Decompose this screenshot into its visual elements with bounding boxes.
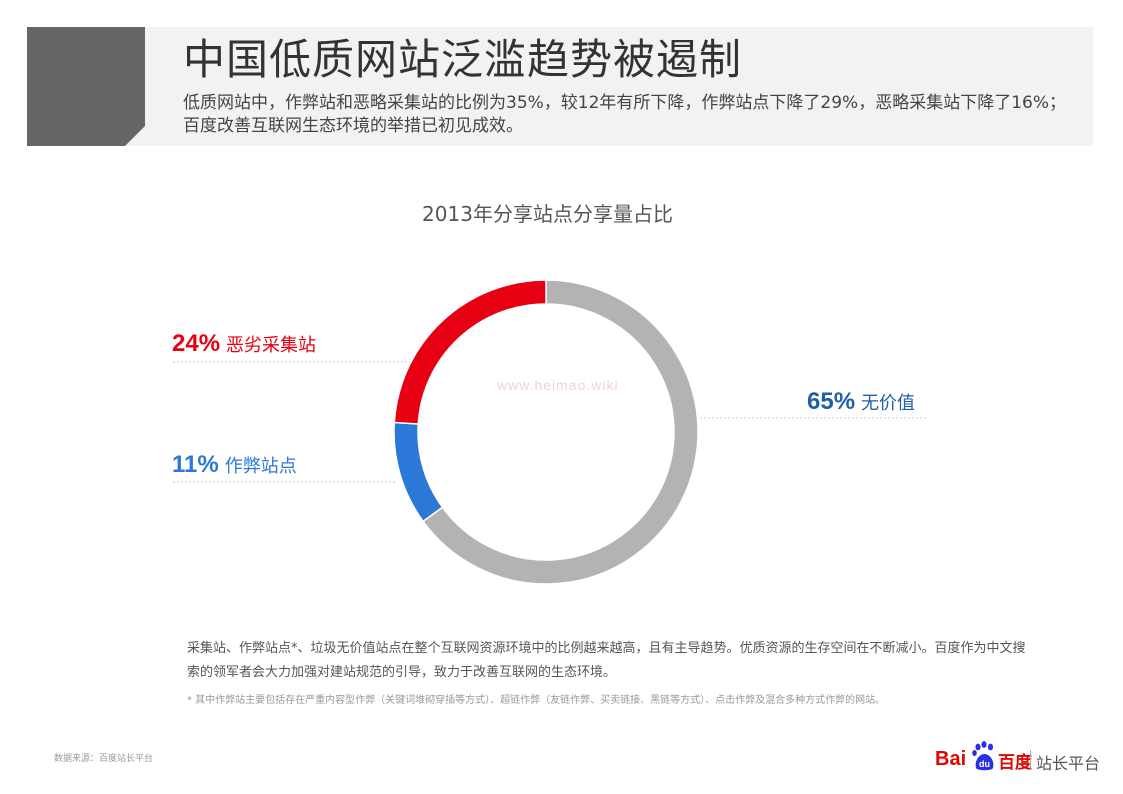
slice-percent-caiji: 24% [172, 330, 221, 357]
slice-name-wujiazhi: 无价值 [861, 393, 916, 414]
page-subtitle: 低质网站中，作弊站和恶略采集站的比例为35%，较12年有所下降，作弊站点下降了2… [183, 93, 1066, 136]
slice-label-zuobi: 11% 作弊站点 [172, 451, 297, 479]
watermark: www.heimao.wiki [497, 377, 619, 393]
footnote: * 其中作弊站主要包括存在严重内容型作弊（关键词堆砌穿插等方式）、超链作弊（友链… [187, 695, 886, 706]
header-band [27, 27, 1093, 146]
header-accent-block [27, 27, 145, 146]
logo-paw-text: du [979, 759, 990, 769]
donut-slice-wujiazhi [421, 279, 699, 585]
logo-separator [1030, 750, 1031, 770]
baidu-paw-icon: du [972, 741, 994, 771]
slice-name-zuobi: 作弊站点 [224, 456, 297, 477]
slice-percent-wujiazhi: 65% [807, 388, 856, 415]
slice-label-wujiazhi: 65% 无价值 [807, 388, 915, 416]
logo-platform-text: 站长平台 [1036, 754, 1101, 773]
logo-baidu-text: 百度 [998, 753, 1032, 773]
logo-bai-text: Bai [935, 748, 967, 770]
slice-name-caiji: 恶劣采集站 [226, 335, 317, 356]
page-title: 中国低质网站泛滥趋势被遏制 [183, 35, 743, 84]
donut-slice-zuobi [393, 421, 444, 523]
summary-note: 采集站、作弊站点*、垃圾无价值站点在整个互联网资源环境中的比例越来越高，且有主导… [187, 641, 1026, 680]
data-source: 数据来源：百度站长平台 [54, 754, 154, 764]
slice-label-caiji: 24% 恶劣采集站 [172, 330, 316, 358]
chart-title: 2013年分享站点分享量占比 [422, 202, 673, 226]
slice-percent-zuobi: 11% [172, 451, 219, 478]
donut-slice-caiji [393, 279, 547, 425]
